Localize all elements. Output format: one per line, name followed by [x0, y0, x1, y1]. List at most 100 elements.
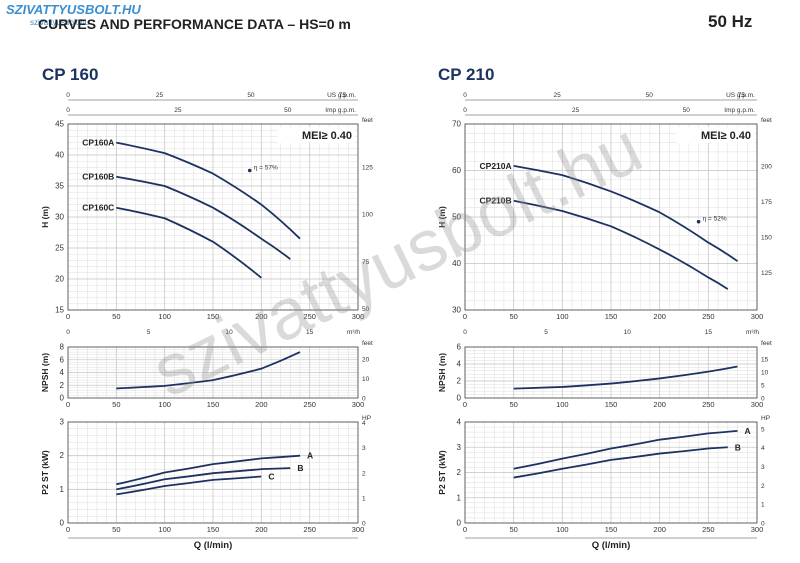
power-secondary-tick-label: 3: [362, 445, 366, 452]
q-tick-label: 300: [751, 312, 764, 321]
head-secondary-tick-label: 100: [362, 212, 373, 219]
npsh-ytick-label: 8: [60, 343, 65, 352]
m3h-tick-label: 5: [544, 329, 548, 336]
q-axis-label: Q (l/min): [194, 540, 233, 551]
usgpm-tick-label: 75: [339, 92, 347, 99]
q-tick-label: 250: [702, 400, 715, 409]
power-ytick-label: 2: [60, 451, 65, 460]
q-tick-label: 250: [702, 312, 715, 321]
brand-url: szivattyusbolt.hu: [30, 18, 90, 27]
usgpm-tick-label: 50: [247, 92, 255, 99]
usgpm-axis-label: US g.p.m.: [726, 92, 755, 99]
mei-box: [278, 127, 355, 143]
m3h-tick-label: 15: [306, 329, 314, 336]
npsh-ytick-label: 2: [457, 377, 462, 386]
head-curve: [116, 141, 301, 240]
npsh-ytick-label: 4: [60, 368, 65, 377]
head-curve: [116, 206, 262, 279]
efficiency-label: η = 57%: [254, 165, 278, 172]
q-tick-label: 300: [352, 525, 365, 534]
q-tick-label: 100: [556, 525, 569, 534]
power-secondary-tick-label: 1: [761, 502, 765, 509]
npsh-secondary-tick-label: 0: [362, 396, 366, 403]
q-tick-label: 0: [463, 525, 467, 534]
q-tick-label: 200: [255, 525, 268, 534]
npsh-secondary-tick-label: 0: [761, 396, 765, 403]
q-tick-label: 250: [303, 312, 316, 321]
npsh-ytick-label: 6: [457, 343, 462, 352]
head-ytick-label: 50: [452, 213, 461, 222]
usgpm-axis-label: US g.p.m.: [327, 92, 356, 99]
power-curve: [116, 475, 262, 496]
q-tick-label: 100: [556, 312, 569, 321]
pump-title: CP 160: [42, 65, 98, 84]
impgpm-axis-label: Imp g.p.m.: [325, 107, 356, 114]
m3h-tick-label: 10: [225, 329, 233, 336]
npsh-secondary-tick-label: 10: [761, 370, 769, 377]
npsh-curve: [513, 365, 738, 390]
head-curve: [116, 175, 291, 260]
power-ylabel: P2 ST (kW): [40, 450, 50, 495]
mei-label: MEI≥ 0.40: [302, 130, 352, 142]
npsh-ytick-label: 0: [457, 394, 462, 403]
head-ytick-label: 25: [55, 244, 64, 253]
q-tick-label: 50: [509, 400, 517, 409]
power-ytick-label: 3: [457, 443, 462, 452]
impgpm-tick-label: 0: [66, 107, 70, 114]
q-tick-label: 0: [463, 312, 467, 321]
power-secondary-tick-label: 0: [761, 521, 765, 528]
q-tick-label: 50: [112, 400, 120, 409]
npsh-ytick-label: 2: [60, 381, 65, 390]
npsh-ylabel: NPSH (m): [40, 353, 50, 392]
q-tick-label: 200: [653, 525, 666, 534]
head-ytick-label: 20: [55, 275, 64, 284]
head-secondary-tick-label: 175: [761, 199, 772, 206]
series-label: C: [268, 472, 274, 482]
series-label: B: [297, 463, 303, 473]
head-ytick-label: 35: [55, 182, 64, 191]
power-ytick-label: 1: [60, 485, 65, 494]
power-ytick-label: 4: [457, 418, 462, 427]
npsh-ytick-label: 0: [60, 394, 65, 403]
power-ytick-label: 0: [457, 519, 462, 528]
impgpm-tick-label: 25: [174, 107, 182, 114]
impgpm-tick-label: 25: [572, 107, 580, 114]
series-label: CP160C: [82, 203, 114, 213]
usgpm-tick-label: 25: [553, 92, 561, 99]
m3h-axis-label: m³/h: [746, 329, 759, 336]
q-tick-label: 150: [605, 400, 618, 409]
npsh-ytick-label: 6: [60, 355, 65, 364]
usgpm-tick-label: 0: [463, 92, 467, 99]
pump-title: CP 210: [438, 65, 494, 84]
head-ytick-label: 15: [55, 306, 64, 315]
head-curve: [513, 199, 729, 290]
power-curve: [116, 454, 301, 486]
npsh-secondary-tick-label: 20: [362, 357, 370, 364]
power-ytick-label: 0: [60, 519, 65, 528]
q-tick-label: 300: [352, 400, 365, 409]
power-secondary-tick-label: 3: [761, 464, 765, 471]
q-tick-label: 250: [303, 525, 316, 534]
series-label: CP160B: [82, 172, 114, 182]
q-tick-label: 50: [112, 312, 120, 321]
q-tick-label: 100: [556, 400, 569, 409]
q-tick-label: 200: [255, 312, 268, 321]
head-secondary-axis-label: feet: [761, 117, 772, 124]
power-secondary-tick-label: 4: [362, 420, 366, 427]
npsh-ylabel: NPSH (m): [437, 353, 447, 392]
npsh-frame: [67, 346, 359, 399]
npsh-curve: [116, 351, 301, 390]
power-secondary-axis-label: HP: [362, 415, 371, 422]
page-title: CURVES AND PERFORMANCE DATA – HS=0 m: [38, 16, 351, 32]
mei-box: [677, 127, 754, 143]
head-secondary-tick-label: 75: [362, 259, 370, 266]
npsh-secondary-tick-label: 10: [362, 376, 370, 383]
head-ytick-label: 40: [452, 259, 461, 268]
impgpm-axis-label: Imp g.p.m.: [724, 107, 755, 114]
head-secondary-tick-label: 125: [362, 164, 373, 171]
m3h-tick-label: 10: [624, 329, 632, 336]
power-curve: [513, 429, 738, 470]
head-secondary-axis-label: feet: [362, 117, 373, 124]
head-ytick-label: 60: [452, 166, 461, 175]
frequency-label: 50 Hz: [708, 12, 753, 31]
